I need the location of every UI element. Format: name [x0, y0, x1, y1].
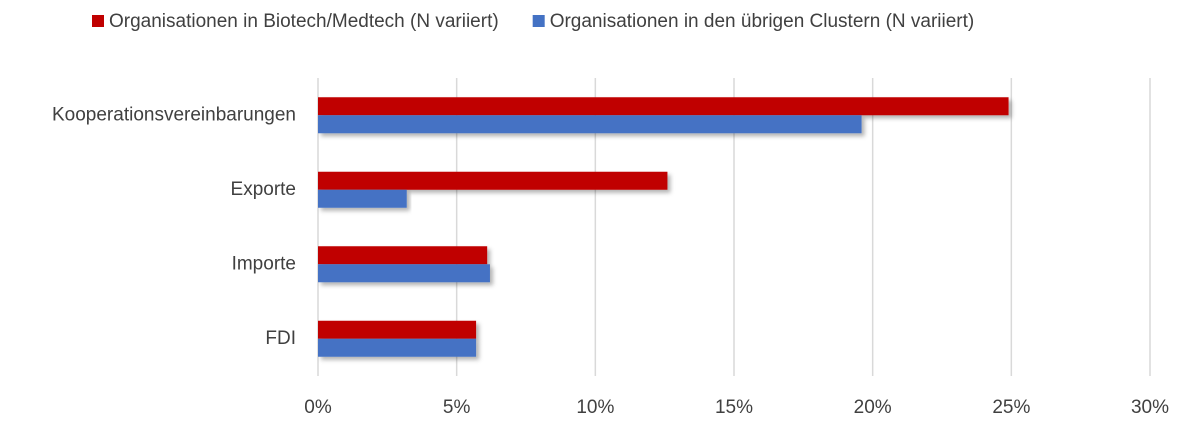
legend-label: Organisationen in Biotech/Medtech (N var… [109, 11, 499, 32]
x-tick-label: 0% [304, 397, 332, 418]
y-tick-label: FDI [265, 328, 296, 349]
y-tick-label: Kooperationsvereinbarungen [52, 104, 296, 125]
bar [318, 338, 477, 357]
x-tick-label: 10% [576, 397, 614, 418]
bar [318, 320, 477, 339]
x-tick-label: 20% [854, 397, 892, 418]
bar [318, 115, 862, 134]
bar [318, 246, 488, 265]
bar [318, 171, 668, 190]
legend-swatch [92, 15, 104, 27]
y-tick-label: Importe [232, 253, 296, 274]
x-tick-label: 25% [992, 397, 1030, 418]
legend-swatch [532, 15, 545, 27]
x-tick-label: 30% [1131, 397, 1169, 418]
bar [318, 189, 407, 208]
y-tick-label: Exporte [231, 179, 296, 200]
x-tick-label: 15% [715, 397, 753, 418]
legend-label: Organisationen in den übrigen Clustern (… [550, 11, 975, 32]
bar [318, 264, 490, 283]
bar [318, 97, 1009, 116]
x-tick-label: 5% [443, 397, 471, 418]
